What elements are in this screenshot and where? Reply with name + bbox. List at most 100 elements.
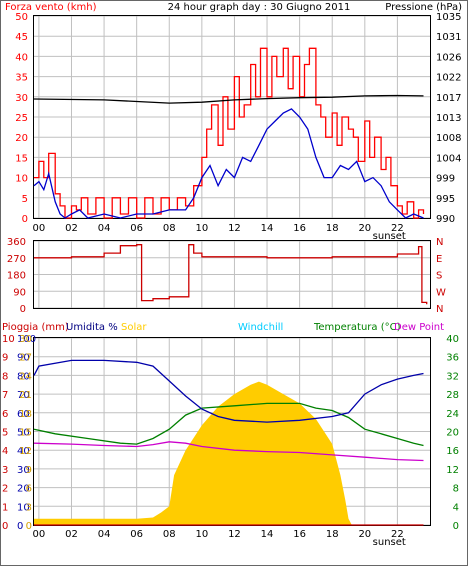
dewpoint-line xyxy=(33,441,424,462)
chart-marks xyxy=(33,47,428,526)
temperature-tick-label: 36 xyxy=(446,353,459,364)
x-tick-label: 22 xyxy=(391,529,404,540)
x-tick-label: 16 xyxy=(293,223,306,234)
x-tick-label: 06 xyxy=(130,529,143,540)
solar-tick-label: 12 xyxy=(19,446,32,457)
wind-tick-label: 40 xyxy=(15,52,28,63)
solar-tick-label: 24 xyxy=(19,371,32,382)
rain-tick-label: 4 xyxy=(2,446,8,457)
wind-tick-label: 30 xyxy=(15,93,28,104)
pressure-tick-label: 1035 xyxy=(436,12,461,23)
x-tick-label: 10 xyxy=(195,223,208,234)
direction-tick-label: 270 xyxy=(7,254,26,265)
rain-tick-label: 7 xyxy=(2,390,8,401)
humidity-line xyxy=(33,359,424,423)
windchill-label: Windchill xyxy=(238,322,283,333)
temperature-tick-label: 0 xyxy=(453,521,459,532)
humidity-tick-label: 80 xyxy=(17,371,30,382)
wind-axis-label: Forza vento (kmh) xyxy=(5,2,97,13)
solar-tick-label: 30 xyxy=(19,334,32,345)
solar-tick-label: 18 xyxy=(19,409,32,420)
temperature-tick-label: 28 xyxy=(446,390,459,401)
solar-area xyxy=(34,381,424,525)
rain-tick-label: 10 xyxy=(2,334,15,345)
temperature-tick-label: 32 xyxy=(446,371,459,382)
solar-tick-label: 21 xyxy=(19,390,32,401)
rain-tick-label: 3 xyxy=(2,465,8,476)
x-tick-label: 04 xyxy=(98,223,111,234)
humidity-tick-label: 0 xyxy=(17,521,23,532)
wind-tick-label: 20 xyxy=(15,133,28,144)
humidity-tick-label: 60 xyxy=(17,409,30,420)
x-tick-label: 14 xyxy=(261,223,274,234)
temperature-axis-label: Temperatura (°C) xyxy=(313,322,401,333)
x-tick-label: 14 xyxy=(261,529,274,540)
wind-gust-line xyxy=(33,108,424,219)
solar-tick-label: 6 xyxy=(26,484,32,495)
humidity-tick-label: 40 xyxy=(17,446,30,457)
humidity-tick-label: 10 xyxy=(17,502,30,513)
x-tick-label: 02 xyxy=(65,223,78,234)
humidity-tick-label: 90 xyxy=(17,353,30,364)
pressure-axis-label: Pressione (hPa) xyxy=(385,2,462,13)
x-tick-label: 00 xyxy=(33,223,46,234)
chart-title: 24 hour graph day : 30 Giugno 2011 xyxy=(168,2,351,13)
dewpoint-label: Dew Point xyxy=(394,322,444,333)
direction-tick-label: 0 xyxy=(20,304,26,315)
solar-tick-label: 3 xyxy=(26,502,32,513)
rain-axis-label: Pioggia (mm) xyxy=(2,322,69,333)
rain-tick-label: 8 xyxy=(2,371,8,382)
x-tick-label: 12 xyxy=(228,529,241,540)
humidity-tick-label: 50 xyxy=(17,428,30,439)
humidity-tick-label: 30 xyxy=(17,465,30,476)
temperature-line xyxy=(33,402,424,447)
humidity-axis-label: Umidita % xyxy=(66,322,118,333)
wind-tick-label: 35 xyxy=(15,73,28,84)
rain-tick-label: 2 xyxy=(2,484,8,495)
pressure-tick-label: 1022 xyxy=(436,73,461,84)
x-tick-label: 20 xyxy=(358,529,371,540)
pressure-tick-label: 1008 xyxy=(436,133,461,144)
wind-tick-label: 25 xyxy=(15,113,28,124)
compass-tick-label: W xyxy=(436,287,446,298)
x-tick-label: 22 xyxy=(391,223,404,234)
pressure-tick-label: 1017 xyxy=(436,93,461,104)
x-tick-label: 18 xyxy=(326,223,339,234)
temperature-tick-label: 16 xyxy=(446,446,459,457)
solar-axis-label: Solar xyxy=(121,322,147,333)
temperature-tick-label: 4 xyxy=(453,502,459,513)
pressure-tick-label: 995 xyxy=(436,194,455,205)
wind-tick-label: 5 xyxy=(22,194,28,205)
solar-tick-label: 27 xyxy=(19,353,32,364)
x-tick-label: 10 xyxy=(195,529,208,540)
x-tick-label: 16 xyxy=(293,529,306,540)
temperature-tick-label: 40 xyxy=(446,334,459,345)
rain-tick-label: 6 xyxy=(2,409,8,420)
tick-labels: 0510152025303540455099099599910041008101… xyxy=(2,12,461,548)
x-tick-label: 04 xyxy=(98,529,111,540)
pressure-tick-label: 1004 xyxy=(436,153,461,164)
rain-tick-label: 1 xyxy=(2,502,8,513)
pressure-line xyxy=(33,94,424,104)
x-tick-label: 18 xyxy=(326,529,339,540)
compass-tick-label: N xyxy=(436,237,443,248)
sunset-label: sunset xyxy=(373,231,406,242)
temperature-tick-label: 8 xyxy=(453,484,459,495)
temperature-tick-label: 24 xyxy=(446,409,459,420)
pressure-tick-label: 990 xyxy=(436,214,455,225)
compass-tick-label: E xyxy=(436,254,442,265)
x-tick-label: 02 xyxy=(65,529,78,540)
x-tick-label: 08 xyxy=(163,223,176,234)
wind-tick-label: 15 xyxy=(15,153,28,164)
pressure-tick-label: 1031 xyxy=(436,32,461,43)
x-tick-label: 06 xyxy=(130,223,143,234)
humidity-tick-label: 100 xyxy=(17,334,36,345)
wind-speed-line xyxy=(34,47,425,219)
pressure-tick-label: 1013 xyxy=(436,113,461,124)
solar-tick-label: 15 xyxy=(19,428,32,439)
x-tick-label: 20 xyxy=(358,223,371,234)
x-tick-label: 00 xyxy=(33,529,46,540)
humidity-tick-label: 70 xyxy=(17,390,30,401)
